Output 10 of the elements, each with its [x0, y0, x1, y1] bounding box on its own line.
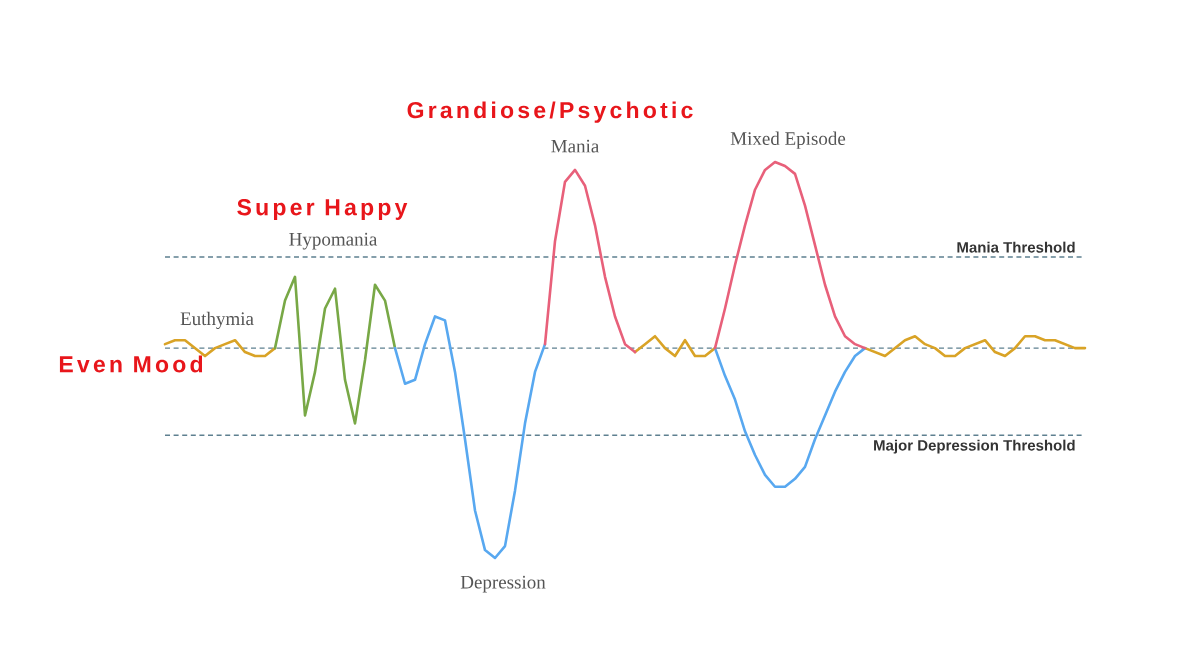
text: Mania — [551, 139, 600, 153]
annotation: Even Mood — [59, 355, 203, 373]
annotation: Hypomania — [289, 232, 378, 250]
ref-line-label: Mania Threshold — [957, 241, 1075, 253]
annotation: Super Happy — [237, 199, 408, 220]
ref-line-label: Major Depression Threshold — [874, 439, 1075, 454]
annotation: Euthymia — [180, 311, 254, 330]
text: Mixed Episode — [730, 131, 846, 149]
text: Depression — [460, 575, 546, 593]
text: Grandiose/Psychotic — [407, 101, 693, 123]
